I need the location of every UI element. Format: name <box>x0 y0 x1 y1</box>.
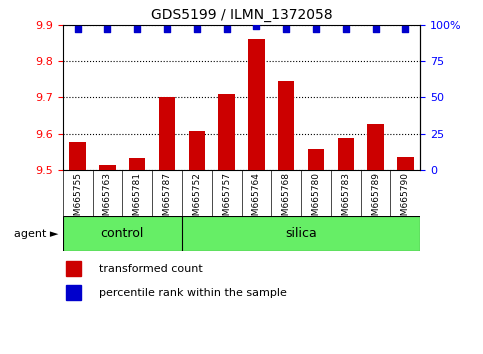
Text: control: control <box>100 227 144 240</box>
Point <box>253 23 260 29</box>
Bar <box>182 216 420 251</box>
Title: GDS5199 / ILMN_1372058: GDS5199 / ILMN_1372058 <box>151 8 332 22</box>
Text: GSM665768: GSM665768 <box>282 172 291 227</box>
Bar <box>189 131 205 170</box>
Point <box>193 26 201 32</box>
Bar <box>218 95 235 170</box>
Text: GSM665752: GSM665752 <box>192 172 201 227</box>
Point <box>223 26 230 32</box>
Bar <box>63 216 182 251</box>
Bar <box>159 97 175 170</box>
Text: GSM665783: GSM665783 <box>341 172 350 227</box>
Text: silica: silica <box>285 227 317 240</box>
Point <box>312 26 320 32</box>
Point <box>133 26 141 32</box>
Point <box>163 26 171 32</box>
Text: transformed count: transformed count <box>99 264 202 274</box>
Text: GSM665755: GSM665755 <box>73 172 82 227</box>
Bar <box>397 157 413 170</box>
Point <box>282 26 290 32</box>
Text: GSM665789: GSM665789 <box>371 172 380 227</box>
Text: GSM665764: GSM665764 <box>252 172 261 227</box>
Bar <box>66 285 81 300</box>
Text: GSM665757: GSM665757 <box>222 172 231 227</box>
Text: GSM665763: GSM665763 <box>103 172 112 227</box>
Point <box>104 26 112 32</box>
Point <box>401 26 409 32</box>
Text: GSM665790: GSM665790 <box>401 172 410 227</box>
Bar <box>99 165 115 170</box>
Bar <box>308 149 324 170</box>
Bar <box>66 261 81 276</box>
Text: agent ►: agent ► <box>14 229 58 239</box>
Bar <box>368 124 384 170</box>
Bar <box>278 81 294 170</box>
Bar <box>248 39 265 170</box>
Text: GSM665780: GSM665780 <box>312 172 320 227</box>
Bar <box>129 158 145 170</box>
Text: percentile rank within the sample: percentile rank within the sample <box>99 287 286 298</box>
Bar <box>338 138 354 170</box>
Point <box>74 26 82 32</box>
Point <box>372 26 380 32</box>
Text: GSM665787: GSM665787 <box>163 172 171 227</box>
Point <box>342 26 350 32</box>
Text: GSM665781: GSM665781 <box>133 172 142 227</box>
Bar <box>70 142 86 170</box>
